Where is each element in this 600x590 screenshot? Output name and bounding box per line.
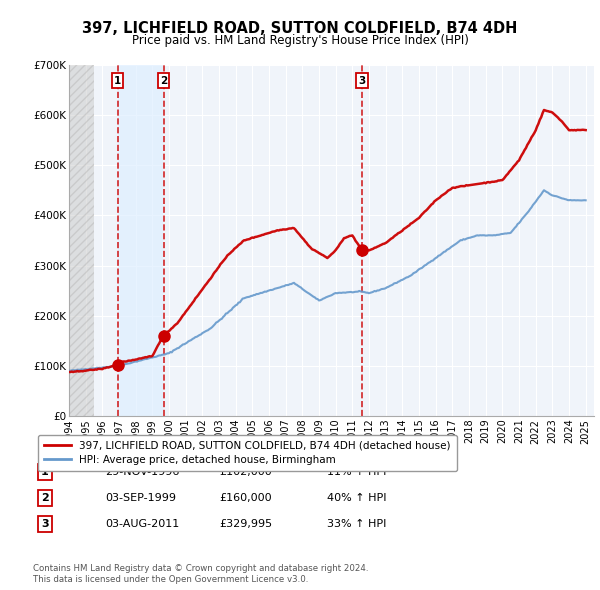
Text: Contains HM Land Registry data © Crown copyright and database right 2024.: Contains HM Land Registry data © Crown c… — [33, 565, 368, 573]
Legend: 397, LICHFIELD ROAD, SUTTON COLDFIELD, B74 4DH (detached house), HPI: Average pr: 397, LICHFIELD ROAD, SUTTON COLDFIELD, B… — [38, 435, 457, 471]
Text: £102,000: £102,000 — [219, 467, 272, 477]
Text: 3: 3 — [41, 519, 49, 529]
Text: £329,995: £329,995 — [219, 519, 272, 529]
Text: 2: 2 — [160, 76, 167, 86]
Text: 3: 3 — [358, 76, 365, 86]
Text: 03-SEP-1999: 03-SEP-1999 — [105, 493, 176, 503]
Text: 03-AUG-2011: 03-AUG-2011 — [105, 519, 179, 529]
Text: 1: 1 — [114, 76, 121, 86]
Text: This data is licensed under the Open Government Licence v3.0.: This data is licensed under the Open Gov… — [33, 575, 308, 584]
Text: 2: 2 — [41, 493, 49, 503]
Text: 33% ↑ HPI: 33% ↑ HPI — [327, 519, 386, 529]
Bar — [69, 65, 94, 416]
Text: 11% ↑ HPI: 11% ↑ HPI — [327, 467, 386, 477]
Text: 397, LICHFIELD ROAD, SUTTON COLDFIELD, B74 4DH: 397, LICHFIELD ROAD, SUTTON COLDFIELD, B… — [82, 21, 518, 35]
Text: Price paid vs. HM Land Registry's House Price Index (HPI): Price paid vs. HM Land Registry's House … — [131, 34, 469, 47]
Bar — [118, 65, 163, 416]
Text: 1: 1 — [41, 467, 49, 477]
Text: 29-NOV-1996: 29-NOV-1996 — [105, 467, 179, 477]
Text: 40% ↑ HPI: 40% ↑ HPI — [327, 493, 386, 503]
Text: £160,000: £160,000 — [219, 493, 272, 503]
